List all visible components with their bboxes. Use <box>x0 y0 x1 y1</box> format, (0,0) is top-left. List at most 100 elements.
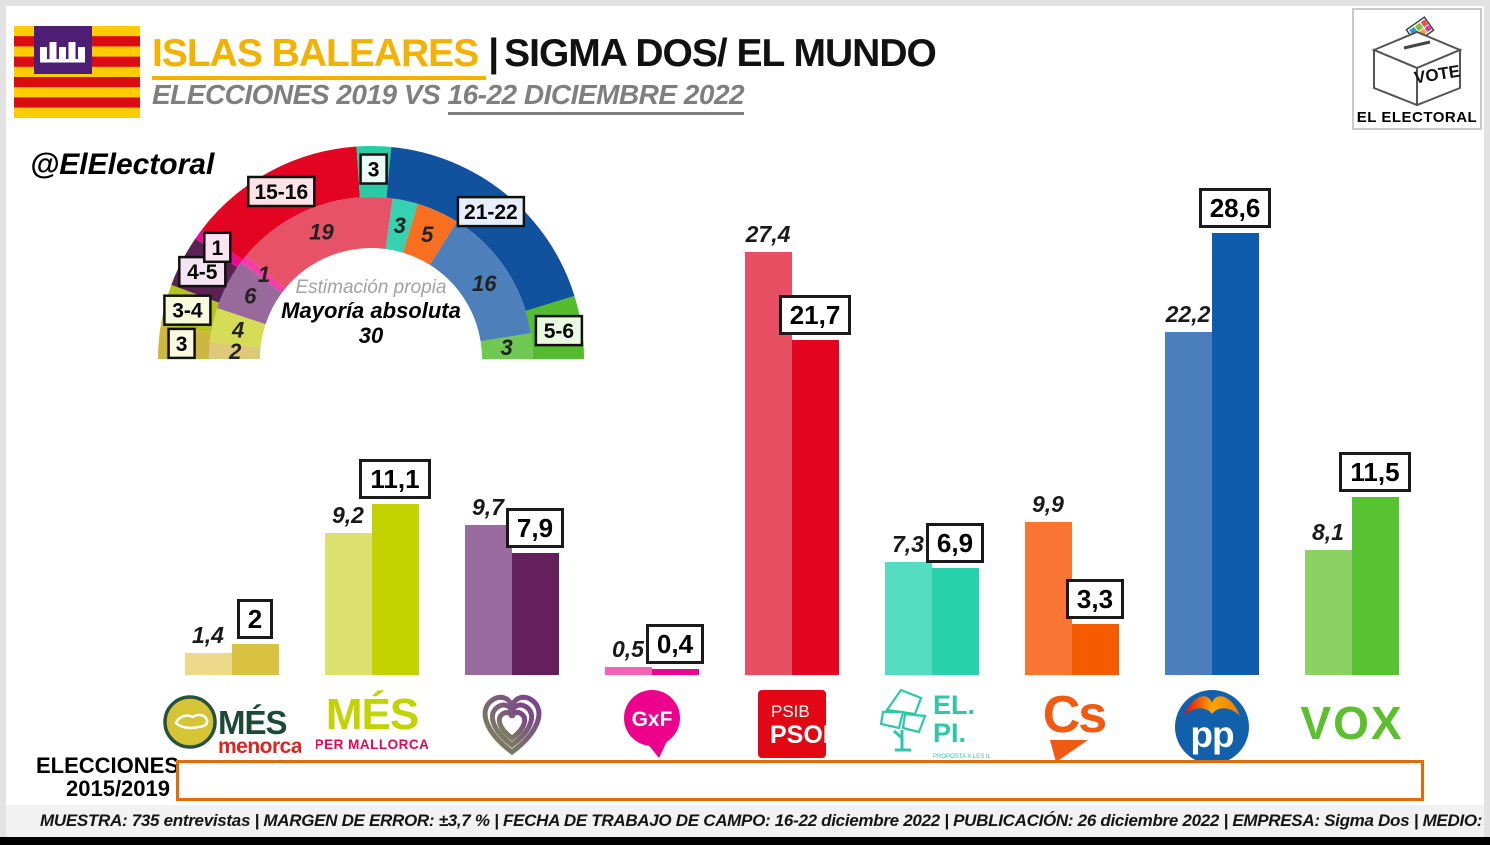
svg-text:PSIB: PSIB <box>771 702 810 721</box>
svg-text:PER MALLORCA: PER MALLORCA <box>316 737 428 752</box>
svg-text:4-5: 4-5 <box>187 261 218 284</box>
bar-value-2022-cs: 3,3 <box>1025 579 1166 619</box>
bar-value-2022-psib-psoe: 21,7 <box>745 294 886 335</box>
bar-value-2019-psib-psoe: 27,4 <box>745 220 791 247</box>
svg-text:MÉS: MÉS <box>325 689 417 739</box>
bar-value-2019-pp: 22,2 <box>1165 301 1211 327</box>
bar-vox-2022 <box>1351 497 1399 675</box>
bar-mes-menorca-2019 <box>184 653 232 675</box>
pp-logo: pp <box>1132 682 1292 766</box>
bar-pp-2019 <box>1164 332 1212 675</box>
elections-2015-2019-label: ELECCIONES 2015/2019 <box>36 753 180 801</box>
seats-2019-cs: 5 <box>421 222 434 247</box>
svg-text:3-4: 3-4 <box>172 300 203 323</box>
svg-text:Cs: Cs <box>1042 686 1105 744</box>
vox-logo-icon: VOX <box>1300 699 1403 749</box>
majority-label: Mayoría absoluta <box>281 298 461 323</box>
seat-estimate-box-vox: 5-6 <box>534 314 584 347</box>
svg-text:PSOE: PSOE <box>770 721 826 749</box>
seats-2019-mes-menorca: 2 <box>228 339 242 364</box>
bar-value-2022-vox: 11,5 <box>1305 452 1446 493</box>
bar-value-2022-gxf: 0,4 <box>605 623 746 664</box>
balearic-flag-icon <box>14 26 140 118</box>
svg-text:VOX: VOX <box>1300 699 1403 749</box>
seats-2019-podemos: 6 <box>244 283 257 308</box>
elections-label-line1: ELECCIONES <box>36 753 180 778</box>
bar-value-box-vox: 11,5 <box>1339 452 1411 493</box>
seat-estimate-box-mes-mallorca: 3-4 <box>163 294 212 326</box>
svg-text:3: 3 <box>176 333 188 356</box>
bar-pp-2022 <box>1211 233 1259 675</box>
page-subtitle: ELECCIONES 2019 VS 16-22 DICIEMBRE 2022 <box>152 79 745 115</box>
balearic-flag <box>14 26 140 123</box>
hemicycle-inner-psib-psoe <box>246 196 393 289</box>
el-pi-logo: EL. PI. PROPOSTA X LES ILLES BALEARS <box>852 682 1012 766</box>
bar-value-2019-gxf: 0,5 <box>612 636 644 663</box>
bar-cs-2019 <box>1024 522 1072 675</box>
bar-mes-mallorca-2022 <box>371 503 419 675</box>
hemicycle-annotation: Estimación propia <box>295 277 446 298</box>
bar-mes-mallorca-2019 <box>324 532 372 675</box>
el-electoral-logo: VOTE EL ELECTORAL <box>1352 8 1482 130</box>
castle-glyph <box>40 42 85 63</box>
bar-podemos-2022 <box>511 552 559 675</box>
seat-estimate-box-pp: 21-22 <box>456 195 526 228</box>
bar-psib-psoe-2022 <box>791 339 839 675</box>
psib-psoe-logo: PSIB PSOE <box>712 682 872 766</box>
footer-strip: MUESTRA: 735 entrevistas | MARGEN DE ERR… <box>6 805 1490 837</box>
methodology-text: MUESTRA: 735 entrevistas | MARGEN DE ERR… <box>40 811 1490 830</box>
el-electoral-caption: EL ELECTORAL <box>1356 109 1478 126</box>
title-separator: | <box>488 32 499 75</box>
seats-2019-psib-psoe: 19 <box>309 219 334 244</box>
mes-menorca-logo: MÉS menorca <box>152 682 312 766</box>
svg-text:EL.: EL. <box>933 690 975 720</box>
hemicycle-outer-pp <box>386 147 575 311</box>
mes-menorca-logo-icon: MÉS menorca <box>162 695 301 757</box>
watermark-handle: @ElElectoral <box>30 148 215 181</box>
bar-value-2019-mes-mallorca: 9,2 <box>332 501 364 528</box>
subtitle-dates: 16-22 DICIEMBRE 2022 <box>447 79 745 115</box>
bar-value-2019-mes-menorca: 1,4 <box>192 622 224 649</box>
el-pi-logo-icon: EL. PI. PROPOSTA X LES ILLES BALEARS <box>879 688 991 760</box>
svg-text:PI.: PI. <box>933 718 966 748</box>
bar-value-box-gxf: 0,4 <box>645 623 705 664</box>
subtitle-prefix: ELECCIONES 2019 VS <box>152 79 448 110</box>
hemicycle-inner-pp <box>429 221 531 342</box>
cs-logo-icon: Cs <box>1042 686 1107 762</box>
bar-mes-menorca-2022 <box>231 644 279 675</box>
bar-el-pi-2022 <box>931 568 979 675</box>
svg-text:PROPOSTA X LES ILLES BALEARS: PROPOSTA X LES ILLES BALEARS <box>933 754 991 760</box>
psib-psoe-logo-icon: PSIB PSOE <box>757 690 826 758</box>
seat-estimate-box-el-pi: 3 <box>359 153 388 185</box>
pp-logo-icon: pp <box>1174 690 1249 764</box>
svg-text:21-22: 21-22 <box>464 201 518 224</box>
elections-label-line2: 2015/2019 <box>66 776 170 801</box>
hemicycle-inner-mes-menorca <box>208 341 261 359</box>
vox-logo: VOX <box>1272 682 1432 766</box>
bar-value-box-podemos: 7,9 <box>505 507 565 548</box>
hemicycle-inner-el-pi <box>385 198 418 253</box>
hemicycle-inner-mes-mallorca <box>209 308 266 348</box>
bar-el-pi-2019 <box>884 562 932 675</box>
podemos-logo <box>432 682 592 766</box>
title-source: SIGMA DOS/ EL MUNDO <box>504 32 937 75</box>
bar-value-2022-podemos: 7,9 <box>465 507 606 548</box>
seats-2019-pp: 16 <box>472 271 497 296</box>
seats-2019-mes-mallorca: 4 <box>231 317 244 342</box>
svg-text:3: 3 <box>368 159 380 182</box>
title-region: ISLAS BALEARES <box>152 32 487 80</box>
svg-text:1: 1 <box>211 237 223 260</box>
svg-text:MÉS: MÉS <box>218 704 287 741</box>
hemicycle-inner-podemos <box>217 262 282 325</box>
seat-projection-hemicycle: 2 4 6 1 19 3 5 16 3 Estimación propia Mayoría abso… <box>155 141 587 373</box>
bar-value-2022-el-pi: 6,9 <box>885 523 1026 564</box>
seats-2019-vox: 3 <box>500 335 512 360</box>
bar-value-2019-el-pi: 7,3 <box>892 531 924 558</box>
bar-value-box-pp: 28,6 <box>1198 188 1272 229</box>
ballot-box-icon: VOTE <box>1371 16 1463 107</box>
cs-logo: Cs <box>992 682 1152 766</box>
svg-text:pp: pp <box>1190 714 1234 755</box>
page-title: ISLAS BALEARES | SIGMA DOS/ EL MUNDO <box>152 32 937 80</box>
